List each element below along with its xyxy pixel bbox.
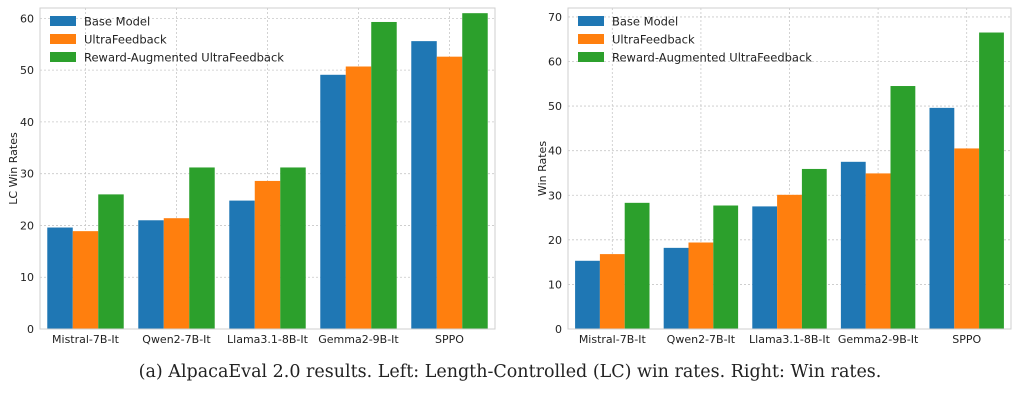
left-chart: 0 10 20 30 40 50 60 Mistral-7B-It Qwen2-7B-It Lla…: [7, 7, 496, 346]
bar: [865, 173, 891, 329]
y-tick-label: 50: [20, 64, 34, 77]
right-chart: 0 10 20 30 40 50 60 70 Mistral-7B-It Qwen2-7B-It L…: [536, 7, 1012, 346]
legend-label: Base Model: [84, 15, 150, 29]
bar: [462, 13, 488, 329]
legend-swatch: [50, 52, 76, 62]
bar: [954, 148, 980, 329]
y-tick-label: 20: [548, 234, 562, 247]
y-axis-label: Win Rates: [536, 141, 549, 196]
x-tick-label: Gemma2-9B-It: [318, 333, 399, 346]
x-tick-label: Llama3.1-8B-It: [227, 333, 309, 346]
bar: [979, 32, 1004, 329]
bar: [280, 167, 306, 329]
y-tick-label: 30: [20, 168, 34, 181]
bar: [801, 168, 827, 329]
y-tick-label: 10: [548, 278, 562, 291]
x-tick-label: Qwen2-7B-It: [667, 333, 736, 346]
y-tick-label: 60: [20, 12, 34, 25]
legend-swatch: [578, 34, 604, 44]
y-tick-label: 50: [548, 100, 562, 113]
y-tick-label: 40: [548, 145, 562, 158]
legend-label: Base Model: [612, 15, 678, 29]
plot-frame: [39, 7, 496, 330]
y-tick-label: 30: [548, 189, 562, 202]
x-tick-label: Llama3.1-8B-It: [749, 333, 831, 346]
y-tick-label: 60: [548, 56, 562, 69]
bar: [345, 66, 372, 330]
y-tick-label: 0: [555, 323, 562, 336]
bar: [890, 86, 916, 329]
bar: [599, 254, 625, 329]
legend-swatch: [578, 52, 604, 62]
legend-swatch: [578, 16, 604, 26]
y-tick-label: 70: [548, 11, 562, 24]
plot-frame: [567, 7, 1012, 330]
bar: [840, 161, 866, 329]
bar: [47, 227, 73, 329]
bar: [229, 200, 255, 329]
y-tick-label: 40: [20, 116, 34, 129]
charts-figure: 0 10 20 30 40 50 60 Mistral-7B-It Qwen2-7B-It Lla…: [7, 7, 1012, 346]
legend-label: UltraFeedback: [612, 33, 695, 47]
bar: [138, 220, 164, 329]
legend-label: UltraFeedback: [84, 33, 167, 47]
figure-caption: (a) AlpacaEval 2.0 results. Left: Length…: [138, 362, 882, 382]
legend-label: Reward-Augmented UltraFeedback: [84, 51, 284, 65]
y-tick-label: 0: [27, 323, 34, 336]
bar: [713, 205, 739, 329]
x-tick-label: SPPO: [952, 333, 981, 346]
x-tick-label: Gemma2-9B-It: [838, 333, 919, 346]
x-tick-label: Mistral-7B-It: [579, 333, 647, 346]
bar: [929, 107, 955, 329]
bar: [72, 231, 99, 329]
legend-swatch: [50, 16, 76, 26]
bar: [371, 21, 397, 329]
bar: [189, 167, 215, 329]
y-axis-label: LC Win Rates: [7, 132, 20, 205]
y-tick-label: 20: [20, 219, 34, 232]
bar: [624, 202, 650, 329]
x-tick-label: Mistral-7B-It: [52, 333, 120, 346]
bar: [663, 247, 689, 329]
y-tick-label: 10: [20, 271, 34, 284]
bar: [411, 41, 437, 329]
bar: [752, 206, 778, 329]
bar: [320, 74, 346, 329]
bar: [688, 242, 714, 329]
x-tick-label: Qwen2-7B-It: [142, 333, 211, 346]
bar: [98, 194, 124, 329]
bar: [436, 56, 463, 329]
x-tick-label: SPPO: [435, 333, 464, 346]
legend-swatch: [50, 34, 76, 44]
bar: [163, 218, 190, 329]
legend-label: Reward-Augmented UltraFeedback: [612, 51, 812, 65]
bar: [254, 180, 281, 329]
bar: [575, 260, 600, 329]
bar: [777, 194, 802, 329]
